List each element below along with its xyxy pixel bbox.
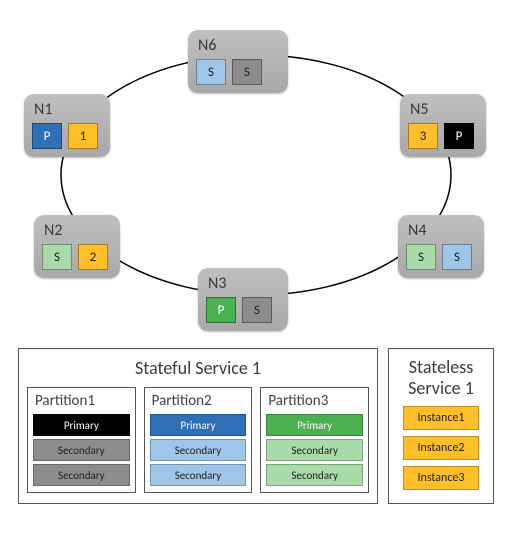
instance-3: Instance3 <box>403 466 479 490</box>
services-legend: Stateful Service 1 Partition1 Primary Se… <box>18 348 494 504</box>
partition-title: Partition1 <box>35 392 130 410</box>
partition-title: Partition3 <box>268 392 363 410</box>
node-n5: N5 3 P <box>400 94 486 157</box>
replica-primary: Primary <box>33 414 130 436</box>
node-label: N2 <box>44 221 112 240</box>
stateless-service-box: Stateless Service 1 Instance1 Instance2 … <box>388 348 494 504</box>
node-label: N1 <box>34 100 102 119</box>
tile-secondary: S <box>232 59 262 85</box>
replica-secondary: Secondary <box>33 439 130 461</box>
partition-1: Partition1 Primary Secondary Secondary <box>27 387 136 493</box>
replica-secondary: Secondary <box>266 439 363 461</box>
partition-2: Partition2 Primary Secondary Secondary <box>144 387 253 493</box>
ring-diagram: N6 S S N1 P 1 N5 3 P N2 S 2 N4 S S <box>0 0 512 340</box>
instance-column: Instance1 Instance2 Instance3 <box>397 406 485 490</box>
tile-instance: 1 <box>68 123 98 149</box>
tile-instance: 3 <box>408 123 438 149</box>
node-label: N3 <box>208 274 280 293</box>
node-n2: N2 S 2 <box>34 215 120 278</box>
replica-primary: Primary <box>266 414 363 436</box>
node-n1: N1 P 1 <box>24 94 110 157</box>
replica-secondary: Secondary <box>33 464 130 486</box>
replica-secondary: Secondary <box>150 464 247 486</box>
title-line: Service 1 <box>408 377 474 399</box>
node-label: N6 <box>198 36 280 55</box>
partition-title: Partition2 <box>152 392 247 410</box>
stateful-service-title: Stateful Service 1 <box>27 357 369 379</box>
node-n4: N4 S S <box>398 215 484 278</box>
tile-secondary: S <box>196 59 226 85</box>
node-n6: N6 S S <box>188 30 288 93</box>
stateful-service-box: Stateful Service 1 Partition1 Primary Se… <box>18 348 378 504</box>
replica-secondary: Secondary <box>150 439 247 461</box>
instance-2: Instance2 <box>403 436 479 460</box>
partition-3: Partition3 Primary Secondary Secondary <box>260 387 369 493</box>
title-line: Stateless <box>409 356 474 378</box>
tile-primary: P <box>444 123 474 149</box>
replica-primary: Primary <box>150 414 247 436</box>
tile-primary: P <box>32 123 62 149</box>
node-label: N4 <box>408 221 476 240</box>
tile-secondary: S <box>442 244 472 270</box>
tile-secondary: S <box>406 244 436 270</box>
node-label: N5 <box>410 100 478 119</box>
instance-1: Instance1 <box>403 406 479 430</box>
tile-primary: P <box>206 297 236 323</box>
tile-secondary: S <box>242 297 272 323</box>
node-n3: N3 P S <box>198 268 288 331</box>
stateless-service-title: Stateless Service 1 <box>397 357 485 398</box>
replica-secondary: Secondary <box>266 464 363 486</box>
partition-row: Partition1 Primary Secondary Secondary P… <box>27 387 369 493</box>
tile-instance: 2 <box>78 244 108 270</box>
tile-secondary: S <box>42 244 72 270</box>
